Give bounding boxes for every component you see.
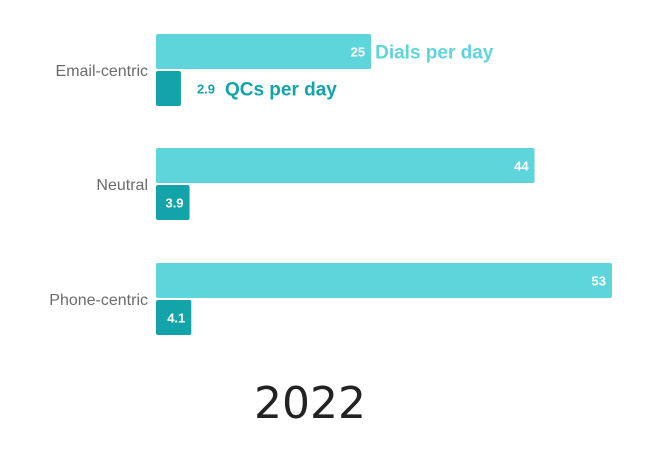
value-label: 25 bbox=[351, 45, 365, 60]
dials-bar bbox=[156, 34, 372, 69]
category-label: Email-centric bbox=[56, 63, 148, 80]
value-label: 2.9 bbox=[197, 82, 215, 97]
value-label: 3.9 bbox=[165, 196, 183, 211]
value-label: 44 bbox=[514, 159, 529, 174]
value-label: 53 bbox=[592, 274, 606, 289]
bars-group bbox=[156, 34, 612, 335]
value-label: 4.1 bbox=[167, 311, 185, 326]
dials-bar bbox=[156, 148, 535, 183]
qcs-bar bbox=[156, 185, 190, 220]
qcs-bar bbox=[156, 300, 192, 335]
qcs-bar bbox=[156, 71, 181, 106]
category-label: Neutral bbox=[96, 177, 148, 194]
legend-dials-per-day: Dials per day bbox=[375, 43, 494, 64]
legend-qcs-per-day: QCs per day bbox=[225, 80, 337, 101]
dials-bar bbox=[156, 263, 612, 298]
labels-group: Email-centric 25 Dials per day 2.9 QCs per d… bbox=[49, 43, 606, 326]
category-label: Phone-centric bbox=[49, 292, 148, 309]
chart-title: 2022 bbox=[254, 378, 366, 429]
